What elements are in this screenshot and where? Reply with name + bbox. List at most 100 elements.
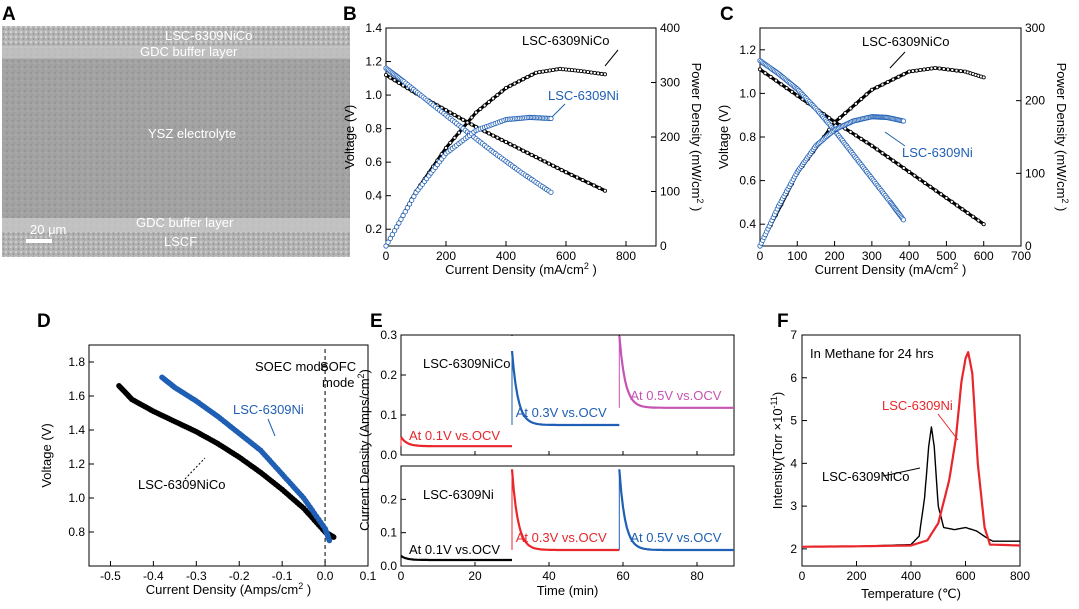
y-tick-label: 0.0 xyxy=(380,559,397,573)
series-LSC-6309NiCo-voltage-point xyxy=(469,122,474,127)
x-tick-label: 80 xyxy=(690,569,704,583)
series-LSC-6309NiCo-voltage-point xyxy=(933,188,938,193)
series-LSC-6309NiCo-voltage-point xyxy=(917,177,922,182)
y2-tick-label: 300 xyxy=(1025,21,1045,35)
segment-label: At 0.1V vs.OCV xyxy=(409,428,500,443)
panel-label-c: C xyxy=(720,4,734,25)
arrow-b-ni xyxy=(551,103,566,118)
y-tick-label: 0.3 xyxy=(380,328,397,342)
annotation-f-ni: LSC-6309Ni xyxy=(882,398,953,413)
sem-label-electrolyte: YSZ electrolyte xyxy=(148,126,236,141)
y2-axis-label: Power Density (mW/cm2 ) xyxy=(689,63,705,212)
series-LSC-6309NiCo-voltage-point xyxy=(869,143,874,148)
series-LSC-6309NiCo-1 xyxy=(510,350,620,427)
series-LSC-6309NiCo-voltage-point xyxy=(763,71,768,76)
x-tick-label: 0.1 xyxy=(360,569,377,583)
annotation-f-nico: LSC-6309NiCo xyxy=(822,469,909,484)
series-LSC-6309NiCo-voltage-point xyxy=(538,157,543,162)
series-LSC-6309Ni xyxy=(801,351,1021,548)
chart-d: -0.5 -0.4 -0.3 -0.2 -0.1 0.0 0.1 0.8 1.0 1.2 1.4 1.… xyxy=(39,344,377,597)
series-LSC-6309NiCo-power-point xyxy=(901,72,906,77)
series-LSC-6309NiCo-voltage-point xyxy=(907,169,912,174)
series-LSC-6309NiCo-voltage-point xyxy=(461,117,466,122)
x-tick-label: -0.1 xyxy=(272,569,293,583)
y-tick-label: 0.0 xyxy=(380,448,397,462)
series-LSC-6309NiCo-power-point xyxy=(547,68,552,73)
series-LSC-6309NiCo-power-point xyxy=(937,66,942,71)
series-LSC-6309NiCo-2 xyxy=(618,334,734,409)
series-LSC-6309NiCo-voltage-point xyxy=(923,181,928,186)
x-tick-label: -0.4 xyxy=(143,569,164,583)
y-tick-label: 0.4 xyxy=(365,189,382,203)
series-LSC-6309NiCo-power-point xyxy=(529,72,534,77)
series-LSC-6309NiCo-power-point xyxy=(837,115,842,120)
series-LSC-6309NiCo-voltage-point xyxy=(516,146,521,151)
series-LSC-6309NiCo-voltage-point xyxy=(912,173,917,178)
series-LSC-6309NiCo-power-point xyxy=(843,111,848,116)
sem-label-buffer-bottom: GDC buffer layer xyxy=(136,215,234,230)
series-LSC-6309NiCo-power-point xyxy=(491,96,496,101)
y2-tick-label: 400 xyxy=(660,21,680,35)
y-tick-label: 1.0 xyxy=(739,86,756,100)
arrow-d-ni xyxy=(267,418,276,437)
plot-frame xyxy=(801,334,1021,567)
series-LSC-6309NiCo-voltage-point xyxy=(928,184,933,189)
x-tick-label: -0.3 xyxy=(186,569,207,583)
y-tick-label: 0.6 xyxy=(739,174,756,188)
y-tick-label: 0.1 xyxy=(380,526,397,540)
x-axis-label: Current Density (mA/cm2 ) xyxy=(815,261,967,277)
y-axis-label: Intensity(Torr ×10-11) xyxy=(769,392,785,509)
series-LSC-6309NiCo-power-point xyxy=(589,70,594,75)
arrow-b-nico xyxy=(604,49,619,67)
annotation-c-ni: LSC-6309Ni xyxy=(902,145,973,160)
series-LSC-6309NiCo-voltage-point xyxy=(603,188,608,193)
series-LSC-6309NiCo-power-point xyxy=(880,82,885,87)
series-LSC-6309Ni-power-point xyxy=(400,212,406,219)
subplot-frame-1 xyxy=(400,465,735,567)
series-LSC-6309NiCo-power-point xyxy=(503,86,508,91)
series-LSC-6309NiCo-voltage-point xyxy=(790,89,795,94)
series-LSC-6309NiCo-power-point xyxy=(486,100,491,105)
y-tick-label: 0.2 xyxy=(365,222,382,236)
series-LSC-6309NiCo-power-point xyxy=(925,67,930,72)
series-LSC-6309NiCo-power-point xyxy=(950,68,955,73)
x-tick-label: 200 xyxy=(436,249,456,263)
arrow-d-nico xyxy=(184,457,206,480)
series-LSC-6309NiCo-power-point xyxy=(448,140,453,145)
series-LSC-6309NiCo-voltage-point xyxy=(443,108,448,113)
y-axis-label: Voltage (V) xyxy=(342,105,357,169)
series-LSC-6309NiCo-voltage-point xyxy=(875,147,880,152)
series-LSC-6309NiCo-power-point xyxy=(918,68,923,73)
series-LSC-6309NiCo-power-point xyxy=(452,135,457,140)
x-tick-label: 60 xyxy=(616,569,630,583)
x-tick-label: 40 xyxy=(542,569,556,583)
panel-label-f: F xyxy=(777,311,789,332)
y2-tick-label: 300 xyxy=(660,76,680,90)
x-tick-label: 400 xyxy=(901,569,921,583)
series-LSC-6309NiCo-power-point xyxy=(443,145,448,150)
x-tick-label: 200 xyxy=(846,569,866,583)
series-LSC-6309NiCo-power-point xyxy=(456,130,461,135)
series-LSC-6309NiCo-power-point xyxy=(478,107,483,112)
x-tick-label: 0 xyxy=(799,569,806,583)
series-LSC-6309Ni-point xyxy=(326,537,333,544)
x-axis-label: Current Density (mA/cm2 ) xyxy=(445,261,597,277)
series-LSC-6309Ni-power-point xyxy=(402,209,408,215)
segment-label: At 0.1V vs.OCV xyxy=(409,542,500,557)
series-LSC-6309NiCo-power-point xyxy=(896,74,901,79)
arrow-c-ni xyxy=(884,131,906,147)
series-LSC-6309Ni-power xyxy=(759,116,904,247)
series-LSC-6309NiCo-voltage-point xyxy=(486,131,491,136)
x-tick-label: 600 xyxy=(556,249,576,263)
series-LSC-6309NiCo-voltage-point xyxy=(569,172,574,177)
segment-label: At 0.3V vs.OCV xyxy=(516,405,607,420)
sem-label-anode: LSCF xyxy=(164,234,197,249)
series-LSC-6309NiCo-power-point xyxy=(516,79,521,84)
y-tick-label: 1.2 xyxy=(68,457,85,471)
series-LSC-6309NiCo-voltage-point xyxy=(383,73,388,78)
series-LSC-6309NiCo-power-point xyxy=(603,72,608,77)
series-LSC-6309Ni-2 xyxy=(618,469,734,552)
series-LSC-6309NiCo-voltage-point xyxy=(955,203,960,208)
series-LSC-6309Ni-voltage-point xyxy=(900,217,907,223)
